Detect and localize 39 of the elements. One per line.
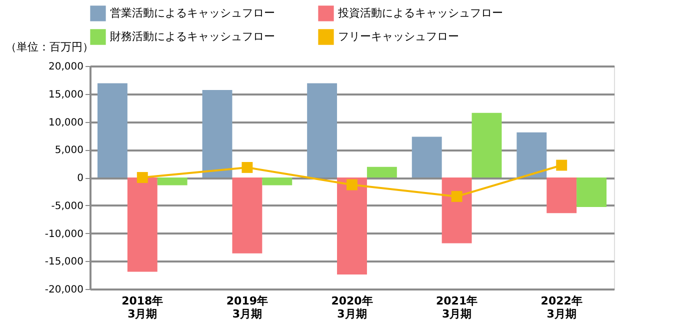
legend-label: 営業活動によるキャッシュフロー bbox=[110, 6, 275, 20]
bar bbox=[472, 112, 502, 178]
legend-label: 投資活動によるキャッシュフロー bbox=[337, 6, 503, 20]
x-tick-label: 2022年 3月期 bbox=[540, 294, 582, 320]
bar bbox=[97, 83, 128, 178]
x-tick-label: 2019年 3月期 bbox=[226, 294, 268, 320]
y-tick-label: -5,000 bbox=[51, 200, 84, 212]
y-tick-label: -15,000 bbox=[44, 256, 84, 268]
bar bbox=[307, 83, 338, 178]
y-tick-label: -20,000 bbox=[44, 284, 84, 296]
x-tick-label: 2018年 3月期 bbox=[122, 294, 164, 320]
y-axis-title: （単位：百万円） bbox=[6, 40, 94, 54]
bar bbox=[202, 90, 232, 178]
bar bbox=[366, 166, 397, 178]
point bbox=[556, 160, 568, 171]
y-tick-label: -10,000 bbox=[44, 228, 84, 240]
bar bbox=[337, 178, 367, 275]
bar bbox=[232, 178, 262, 254]
y-tick-label: 20,000 bbox=[48, 62, 84, 72]
y-tick-label: 15,000 bbox=[48, 89, 84, 100]
bar bbox=[442, 178, 472, 244]
y-tick-label: 0 bbox=[77, 173, 84, 184]
point bbox=[242, 162, 253, 173]
bar bbox=[546, 178, 577, 214]
point bbox=[346, 179, 358, 190]
bar bbox=[576, 178, 607, 208]
y-tick-label: 10,000 bbox=[48, 117, 84, 128]
x-tick-label: 2021年 3月期 bbox=[436, 294, 478, 320]
bar bbox=[412, 136, 442, 178]
bar bbox=[262, 178, 292, 186]
legend-label: フリーキャッシュフロー bbox=[338, 30, 459, 43]
point bbox=[136, 172, 148, 183]
bar bbox=[127, 178, 158, 272]
bar bbox=[516, 132, 547, 178]
bar bbox=[157, 178, 188, 186]
x-tick-label: 2020年 3月期 bbox=[331, 294, 373, 320]
point bbox=[451, 190, 462, 202]
legend-label: 財務活動によるキャッシュフロー bbox=[110, 30, 275, 43]
y-tick-label: 5,000 bbox=[54, 145, 84, 156]
